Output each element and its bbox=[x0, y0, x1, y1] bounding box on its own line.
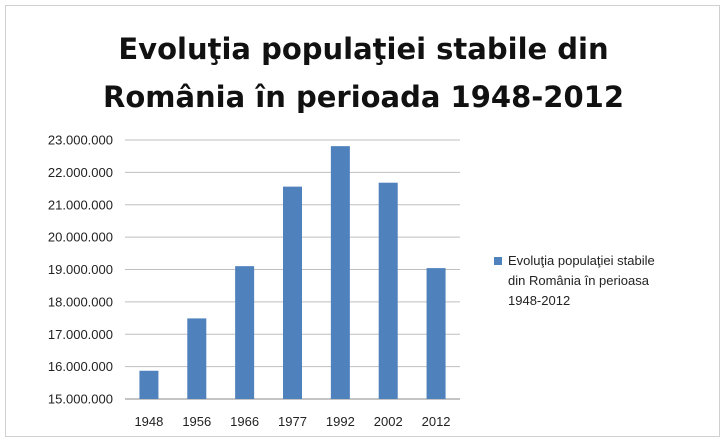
x-tick-label: 1948 bbox=[134, 414, 163, 429]
x-tick-label: 1956 bbox=[182, 414, 211, 429]
bar bbox=[426, 268, 446, 399]
bar bbox=[330, 146, 350, 399]
y-tick-label: 18.000.000 bbox=[48, 294, 113, 309]
chart-title-line-1: Evoluţia populaţiei stabile din bbox=[118, 32, 609, 66]
y-tick-label: 15.000.000 bbox=[48, 392, 113, 407]
bar bbox=[235, 266, 255, 399]
y-tick-label: 16.000.000 bbox=[48, 359, 113, 374]
chart-frame bbox=[5, 5, 720, 437]
bars bbox=[139, 146, 446, 399]
x-tick-label: 1966 bbox=[230, 414, 259, 429]
legend-label-line-3: 1948-2012 bbox=[508, 293, 570, 308]
x-tick-label: 2002 bbox=[374, 414, 403, 429]
y-tick-label: 19.000.000 bbox=[48, 262, 113, 277]
x-tick-label: 1977 bbox=[278, 414, 307, 429]
x-axis-ticks: 1948 1956 1966 1977 1992 2002 2012 bbox=[134, 414, 450, 429]
legend: Evoluţia populaţiei stabile din România … bbox=[494, 253, 655, 308]
bar bbox=[187, 318, 207, 399]
legend-label-line-1: Evoluţia populaţiei stabile bbox=[508, 253, 655, 268]
y-tick-label: 21.000.000 bbox=[48, 197, 113, 212]
y-tick-label: 22.000.000 bbox=[48, 165, 113, 180]
y-tick-label: 17.000.000 bbox=[48, 327, 113, 342]
x-tick-label: 1992 bbox=[326, 414, 355, 429]
legend-swatch bbox=[494, 257, 502, 265]
bar bbox=[139, 370, 159, 399]
legend-label-line-2: din România în perioasa bbox=[508, 273, 650, 288]
y-tick-label: 20.000.000 bbox=[48, 230, 113, 245]
chart-title-line-2: România în perioada 1948-2012 bbox=[102, 80, 625, 114]
bar bbox=[283, 186, 302, 399]
y-axis-ticks: 15.000.000 16.000.000 17.000.000 18.000.000… bbox=[48, 133, 113, 407]
bar bbox=[378, 182, 398, 399]
y-tick-label: 23.000.000 bbox=[48, 133, 113, 148]
x-tick-label: 2012 bbox=[422, 414, 451, 429]
